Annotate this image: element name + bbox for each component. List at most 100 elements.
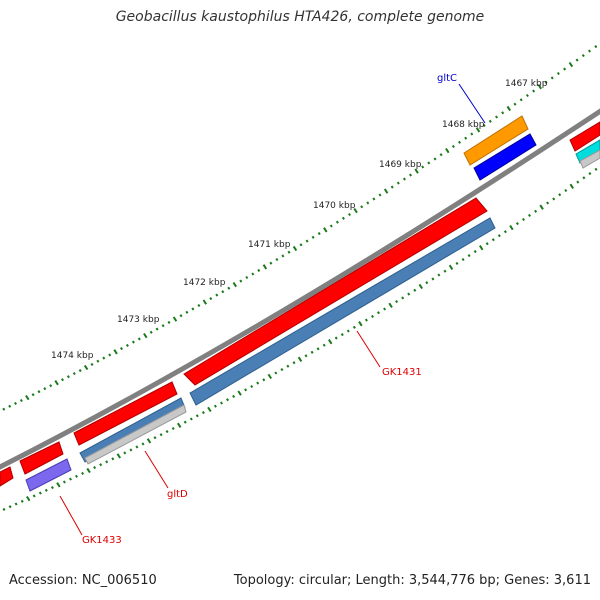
gene-cyan-fragment[interactable]: [575, 139, 600, 164]
inner-tick-mark: [93, 466, 97, 470]
gene-GK1431-forward[interactable]: [183, 197, 488, 386]
inner-tick-mark: [522, 217, 525, 222]
gene-label-leaders: [59, 83, 486, 536]
tick-label-1472: 1472 kbp: [183, 278, 226, 288]
gene-gltD-reverse-grey[interactable]: [84, 404, 187, 465]
inner-tick-mark: [8, 505, 12, 509]
outer-tick-mark: [269, 261, 273, 265]
outer-tick-mark: [54, 380, 59, 386]
outer-tick-mark: [120, 347, 123, 351]
outer-tick-mark: [66, 375, 70, 379]
inner-tick-mark: [267, 373, 273, 380]
outer-tick-mark: [563, 67, 567, 71]
inner-tick-mark: [304, 354, 308, 358]
inner-tick-mark: [153, 436, 157, 440]
gene-label-gltC[interactable]: gltC: [437, 73, 457, 84]
inner-tick-mark: [564, 188, 568, 193]
gene-gltD-forward[interactable]: [73, 381, 178, 446]
outer-tick-mark: [172, 316, 178, 322]
outer-tick-mark: [439, 153, 443, 157]
gene-GK1431-reverse[interactable]: [189, 217, 496, 406]
inner-tick-mark: [322, 343, 326, 347]
inner-tick-mark: [485, 242, 489, 246]
outer-tick-mark: [550, 76, 554, 80]
outer-tick-mark: [108, 353, 112, 357]
inner-tick-mark: [69, 477, 72, 481]
outer-tick-mark: [61, 378, 64, 382]
outer-tick-mark: [78, 369, 82, 373]
outer-tick-mark: [513, 102, 517, 106]
outer-tick-mark: [197, 303, 201, 308]
gene-gltC-lower[interactable]: [473, 133, 537, 181]
inner-tick-mark: [32, 494, 36, 498]
inner-tick-mark: [213, 404, 217, 408]
inner-tick-mark: [407, 292, 411, 296]
inner-tick-mark: [165, 430, 169, 434]
outer-tick-mark: [2, 407, 6, 411]
gene-gltC-upper[interactable]: [463, 115, 529, 166]
gene-labels: gltC GK1431 gltD GK1433: [82, 73, 457, 546]
outer-tick-ring: [0, 39, 600, 415]
outer-tick-mark: [43, 387, 47, 391]
inner-tick-mark: [594, 167, 598, 171]
outer-tick-mark: [281, 254, 285, 258]
outer-tick-mark: [488, 119, 492, 123]
gene-small-forward[interactable]: [19, 441, 64, 475]
outer-tick-mark: [470, 132, 474, 136]
gene-left-edge-forward[interactable]: [0, 466, 14, 487]
outer-tick-mark: [588, 49, 591, 53]
outer-tick-mark: [445, 147, 450, 154]
inner-tick-mark: [280, 368, 284, 372]
outer-tick-mark: [191, 307, 195, 311]
inner-tick-mark: [56, 482, 61, 488]
outer-tick-mark: [421, 165, 425, 169]
inner-tick-mark: [62, 480, 66, 484]
outer-tick-mark: [202, 299, 208, 305]
outer-tick-mark: [262, 264, 268, 270]
inner-tick-mark: [340, 333, 344, 337]
gene-label-gltD[interactable]: gltD: [167, 489, 188, 500]
inner-tick-mark: [123, 451, 127, 455]
inner-tick-mark: [509, 224, 514, 231]
gene-label-GK1433[interactable]: GK1433: [82, 535, 122, 546]
outer-tick-mark: [232, 281, 238, 288]
outer-tick-mark: [19, 398, 23, 403]
gene-GK1433-reverse[interactable]: [25, 458, 72, 492]
inner-tick-mark: [99, 463, 103, 467]
inner-tick-mark: [346, 329, 350, 333]
outer-tick-mark: [335, 220, 339, 224]
inner-tick-mark: [20, 499, 24, 503]
inner-tick-mark: [176, 422, 182, 428]
outer-tick-mark: [239, 279, 243, 283]
outer-tick-mark: [102, 356, 106, 360]
outer-tick-mark: [287, 250, 291, 254]
outer-tick-mark: [464, 136, 468, 140]
outer-tick-mark: [292, 245, 298, 252]
inner-tick-mark: [86, 467, 91, 474]
inner-tick-mark: [437, 273, 441, 277]
outer-tick-mark: [506, 105, 512, 112]
inner-tick-mark: [388, 302, 393, 308]
inner-tick-mark: [443, 269, 447, 273]
inner-tick-mark: [327, 339, 333, 345]
inner-tick-mark: [497, 234, 501, 238]
outer-tick-mark: [341, 216, 345, 220]
inner-tick-mark: [576, 180, 580, 184]
inner-tick-mark: [274, 371, 278, 375]
inner-tick-mark: [448, 264, 454, 270]
inner-tick-mark: [232, 394, 236, 398]
outer-tick-mark: [378, 193, 382, 197]
gene-label-GK1431[interactable]: GK1431: [382, 367, 422, 378]
outer-tick-mark: [179, 314, 183, 318]
outer-tick-mark: [209, 297, 213, 301]
inner-tick-mark: [455, 261, 459, 265]
outer-tick-mark: [372, 197, 376, 201]
outer-tick-mark: [96, 359, 100, 363]
gene-right-edge-forward[interactable]: [569, 121, 600, 152]
gene-grey-fragment[interactable]: [579, 149, 600, 169]
inner-tick-mark: [183, 420, 187, 424]
inner-tick-mark: [250, 384, 254, 389]
tick-label-1467: 1467 kbp: [505, 79, 548, 89]
inner-tick-mark: [431, 277, 435, 281]
outer-tick-mark: [49, 384, 53, 388]
